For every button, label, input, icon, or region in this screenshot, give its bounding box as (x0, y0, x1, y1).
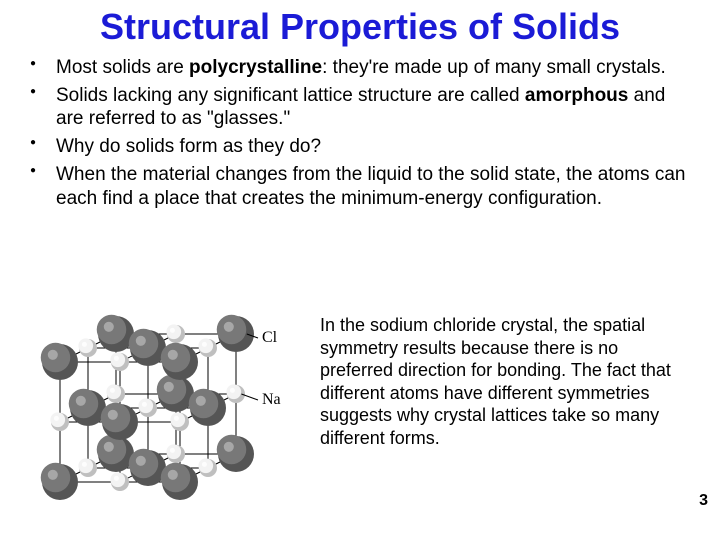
bullet-item: Most solids are polycrystalline: they're… (30, 56, 694, 80)
bullet-item: Solids lacking any significant lattice s… (30, 84, 694, 132)
svg-text:Cl: Cl (262, 329, 278, 346)
bullet-item: When the material changes from the liqui… (30, 163, 694, 211)
crystal-diagram: Cl Na (20, 292, 300, 522)
lower-section: Cl Na In the sodium chloride crystal, the… (20, 292, 700, 522)
caption-text: In the sodium chloride crystal, the spat… (320, 292, 700, 449)
page-number: 3 (699, 492, 708, 510)
svg-text:Na: Na (262, 391, 281, 408)
bullet-item: Why do solids form as they do? (30, 135, 694, 159)
bullet-list: Most solids are polycrystalline: they're… (0, 56, 720, 211)
page-title: Structural Properties of Solids (0, 0, 720, 56)
